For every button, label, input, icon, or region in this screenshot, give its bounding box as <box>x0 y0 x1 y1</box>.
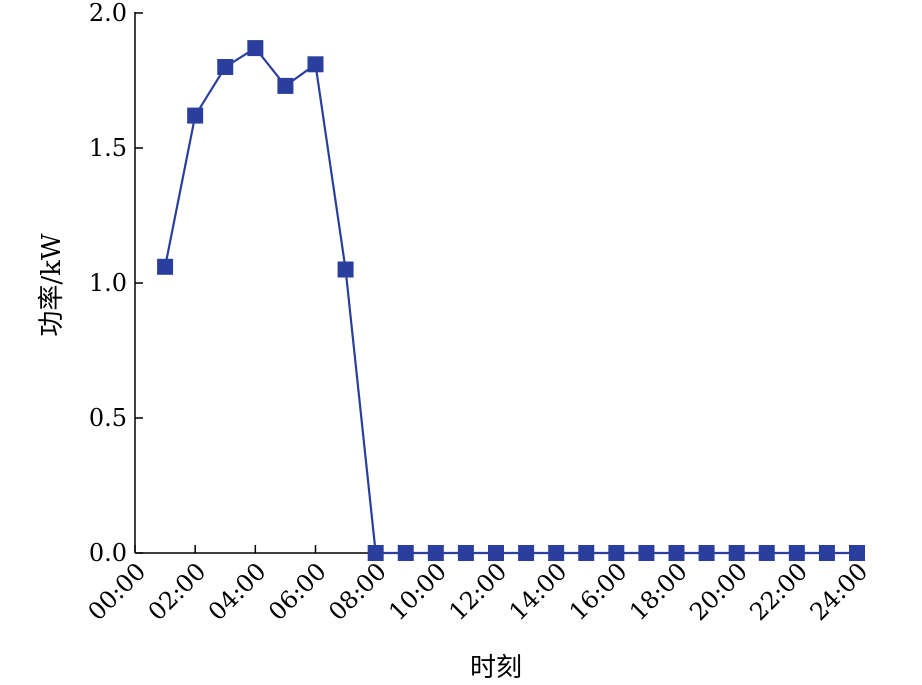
data-point-marker <box>367 545 384 561</box>
y-tick-label: 1.5 <box>89 134 127 162</box>
series-layer <box>157 40 865 561</box>
x-tick-label: 08:00 <box>323 557 392 626</box>
series-line <box>164 46 857 555</box>
x-tick-label: 02:00 <box>143 557 212 626</box>
data-point-marker <box>307 56 324 73</box>
x-axis-title: 时刻 <box>470 653 522 683</box>
data-point-marker <box>488 545 504 561</box>
x-tick-label: 12:00 <box>444 557 513 626</box>
data-point-marker <box>608 545 625 561</box>
data-point-marker <box>457 545 474 561</box>
data-point-marker <box>337 261 354 278</box>
data-point-marker <box>157 258 174 275</box>
data-point-marker <box>277 77 294 94</box>
y-tick-label: 2.0 <box>89 0 127 27</box>
data-point-marker <box>247 40 264 57</box>
x-tick-label: 10:00 <box>383 557 452 626</box>
y-tick-label: 1.0 <box>89 269 127 297</box>
data-point-marker <box>728 545 745 561</box>
data-point-marker <box>578 545 595 561</box>
x-tick-label: 16:00 <box>564 557 633 626</box>
data-point-marker <box>698 545 715 561</box>
data-point-marker <box>638 545 655 561</box>
data-point-marker <box>758 545 775 561</box>
data-point-marker <box>849 545 865 561</box>
data-point-marker <box>187 107 204 124</box>
data-point-marker <box>788 545 805 561</box>
y-axis-title: 功率/kW <box>37 233 67 337</box>
x-ticks: 00:0002:0004:0006:0008:0010:0012:0014:00… <box>83 545 874 626</box>
data-point-marker <box>818 545 835 561</box>
x-tick-label: 24:00 <box>805 557 874 626</box>
x-tick-label: 04:00 <box>203 557 272 626</box>
x-tick-label: 18:00 <box>624 557 693 626</box>
data-point-marker <box>668 545 685 561</box>
data-point-marker <box>217 59 234 75</box>
x-tick-label: 22:00 <box>744 557 813 626</box>
axes <box>134 12 857 554</box>
x-tick-label: 14:00 <box>504 557 573 626</box>
x-tick-label: 00:00 <box>83 557 152 626</box>
data-point-marker <box>518 545 535 561</box>
data-point-marker <box>427 545 444 561</box>
data-point-marker <box>397 545 414 561</box>
x-tick-label: 20:00 <box>684 557 753 626</box>
x-tick-label: 06:00 <box>263 557 332 626</box>
data-point-marker <box>548 545 565 561</box>
y-tick-label: 0.0 <box>89 539 127 567</box>
y-ticks: 0.0 0.5 1.0 1.5 2.0 <box>89 0 143 567</box>
y-tick-label: 0.5 <box>89 404 127 432</box>
